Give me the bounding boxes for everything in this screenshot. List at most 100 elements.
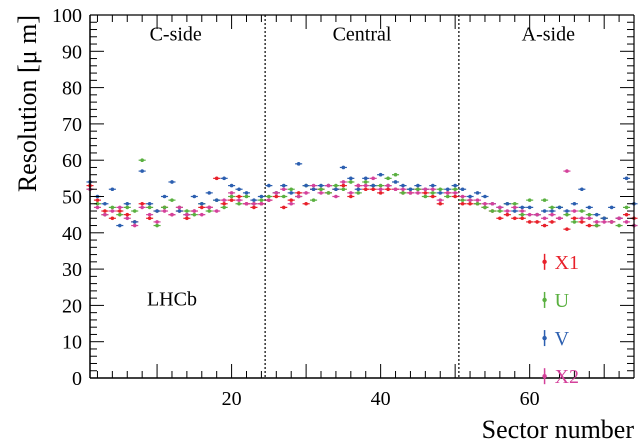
marker: [311, 187, 316, 192]
data-point-X2: [563, 169, 571, 173]
marker: [147, 216, 152, 221]
data-point-X2: [183, 212, 191, 217]
data-point-X1: [280, 205, 288, 210]
marker: [177, 209, 182, 213]
data-point-X2: [451, 191, 459, 195]
data-point-V: [108, 187, 116, 192]
data-point-X2: [213, 209, 221, 213]
data-point-X2: [391, 187, 400, 192]
y-tick-label: 80: [62, 78, 82, 100]
data-point-X2: [175, 205, 183, 210]
data-point-X2: [324, 183, 333, 188]
data-point-X2: [302, 191, 310, 195]
data-point-U: [324, 191, 333, 195]
data-point-X2: [138, 205, 146, 210]
data-point-U: [459, 198, 467, 202]
data-point-V: [123, 201, 131, 206]
data-point-V: [570, 201, 578, 206]
marker: [140, 201, 144, 206]
data-point-X1: [198, 205, 206, 210]
marker: [624, 212, 629, 217]
data-point-X1: [183, 216, 191, 221]
data-point-U: [488, 209, 496, 213]
data-point-V: [101, 201, 109, 206]
marker: [430, 187, 435, 192]
data-point-X2: [459, 194, 467, 199]
data-point-X1: [466, 201, 474, 206]
data-point-X1: [220, 201, 228, 206]
data-point-X2: [421, 187, 429, 192]
data-point-X2: [108, 209, 116, 213]
data-point-X1: [541, 223, 549, 228]
marker: [267, 183, 271, 188]
marker: [252, 198, 256, 202]
data-point-V: [280, 183, 288, 188]
marker: [512, 201, 517, 206]
data-point-U: [183, 209, 191, 213]
marker: [304, 201, 308, 206]
marker: [237, 187, 241, 192]
data-point-U: [310, 198, 318, 202]
text-layer: Sector number Resolution [μ m] C-side Cen…: [13, 15, 634, 444]
data-point-X2: [384, 183, 392, 188]
marker: [393, 172, 398, 177]
data-point-U: [421, 194, 429, 199]
data-point-X2: [511, 205, 519, 210]
marker: [520, 216, 525, 221]
data-point-V: [555, 205, 564, 210]
data-point-V: [406, 187, 414, 192]
marker: [602, 220, 606, 224]
data-point-X2: [541, 216, 549, 221]
data-point-V: [347, 176, 355, 181]
data-point-X1: [287, 198, 295, 202]
marker: [587, 216, 592, 221]
data-point-X1: [146, 216, 154, 221]
marker: [259, 201, 264, 206]
marker: [438, 187, 443, 192]
region-label: Central: [333, 23, 392, 45]
marker: [334, 194, 338, 199]
data-point-X2: [608, 220, 616, 224]
data-point-V: [116, 223, 124, 228]
data-point-X1: [347, 194, 355, 199]
data-point-X2: [123, 216, 131, 221]
data-point-U: [563, 212, 571, 217]
marker: [594, 223, 599, 228]
data-point-X2: [444, 191, 452, 195]
data-point-X2: [481, 201, 489, 206]
data-point-X1: [138, 201, 146, 206]
data-point-X2: [146, 212, 154, 217]
marker: [296, 162, 301, 166]
data-point-V: [131, 220, 139, 224]
marker: [319, 187, 323, 192]
data-point-U: [451, 187, 459, 192]
marker: [349, 176, 353, 181]
data-point-V: [153, 209, 161, 213]
data-point-V: [466, 194, 474, 199]
marker: [281, 187, 286, 192]
data-point-U: [146, 205, 154, 210]
y-tick-label: 60: [62, 150, 82, 172]
data-point-V: [250, 198, 258, 202]
marker: [535, 212, 539, 217]
axes: 0 10 20 30 40 50 60 70 80 90 100 20 40 60: [52, 5, 635, 410]
marker: [624, 220, 629, 224]
legend-marker: [542, 259, 547, 265]
marker: [95, 201, 100, 206]
marker: [416, 183, 420, 188]
data-point-V: [399, 183, 407, 188]
data-point-X1: [384, 187, 392, 192]
marker: [557, 216, 562, 221]
marker: [505, 209, 510, 213]
marker: [229, 191, 234, 195]
data-point-X2: [600, 220, 608, 224]
legend-item-U: U: [542, 290, 570, 312]
data-point-U: [444, 194, 452, 199]
data-point-V: [205, 191, 213, 195]
marker: [378, 172, 383, 177]
data-point-X2: [168, 212, 176, 217]
marker: [341, 165, 346, 170]
data-point-X1: [570, 216, 578, 221]
marker: [483, 205, 487, 210]
data-point-X2: [131, 223, 139, 228]
